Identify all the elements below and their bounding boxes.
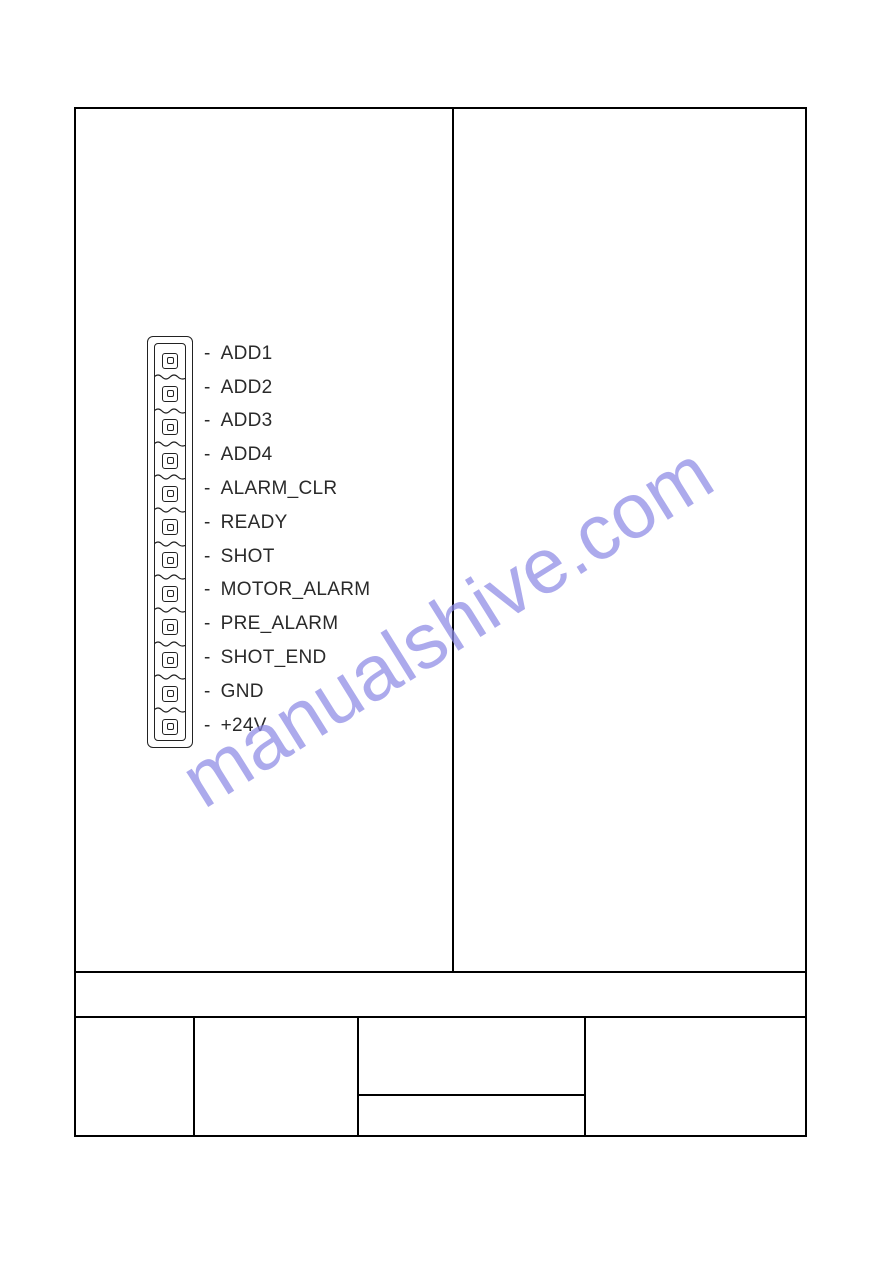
horizontal-divider-1 [74, 971, 807, 973]
terminal-position [155, 510, 185, 543]
pin-label-dash: - [204, 512, 211, 534]
titleblock-hdiv [357, 1094, 586, 1096]
terminal-screw-icon [162, 353, 178, 369]
titleblock-vdiv-3 [584, 1016, 586, 1137]
terminal-position [155, 710, 185, 741]
pin-label: -+24V [204, 709, 370, 743]
terminal-screw-inner-icon [167, 524, 174, 531]
pin-label-dash: - [204, 444, 211, 466]
pin-label: -ALARM_CLR [204, 472, 370, 506]
terminal-screw-inner-icon [167, 357, 174, 364]
terminal-position [155, 344, 185, 377]
pin-label-dash: - [204, 478, 211, 500]
terminal-position [155, 477, 185, 510]
terminal-screw-icon [162, 419, 178, 435]
pin-label: -GND [204, 675, 370, 709]
pin-label-dash: - [204, 343, 211, 365]
pin-label-dash: - [204, 410, 211, 432]
terminal-screw-inner-icon [167, 390, 174, 397]
terminal-position [155, 610, 185, 643]
pin-label-text: ADD4 [221, 444, 273, 466]
terminal-screw-inner-icon [167, 723, 174, 730]
pin-label: -READY [204, 506, 370, 540]
terminal-position [155, 444, 185, 477]
pin-label: -SHOT [204, 540, 370, 574]
terminal-position [155, 411, 185, 444]
pin-label-dash: - [204, 647, 211, 669]
pin-label-text: GND [221, 681, 264, 703]
terminal-screw-icon [162, 619, 178, 635]
vertical-divider [452, 107, 454, 971]
pin-label-dash: - [204, 681, 211, 703]
terminal-screw-icon [162, 486, 178, 502]
pin-label-text: SHOT [221, 546, 275, 568]
terminal-position [155, 644, 185, 677]
pin-label-dash: - [204, 377, 211, 399]
terminal-screw-inner-icon [167, 490, 174, 497]
pin-label-column: -ADD1-ADD2-ADD3-ADD4-ALARM_CLR-READY-SHO… [204, 337, 370, 743]
pin-label-text: ADD2 [221, 377, 273, 399]
pin-label: -ADD3 [204, 405, 370, 439]
pin-label: -ADD2 [204, 371, 370, 405]
terminal-screw-icon [162, 686, 178, 702]
terminal-position [155, 577, 185, 610]
pin-label-text: +24V [221, 715, 267, 737]
terminal-screw-icon [162, 453, 178, 469]
terminal-screw-icon [162, 652, 178, 668]
pin-label: -MOTOR_ALARM [204, 574, 370, 608]
terminal-screw-icon [162, 386, 178, 402]
terminal-block-inner [154, 343, 186, 741]
pin-label-text: READY [221, 512, 288, 534]
terminal-screw-icon [162, 552, 178, 568]
terminal-screw-inner-icon [167, 657, 174, 664]
terminal-screw-inner-icon [167, 457, 174, 464]
terminal-screw-icon [162, 519, 178, 535]
pin-label-dash: - [204, 546, 211, 568]
pin-label-dash: - [204, 715, 211, 737]
pin-label: -SHOT_END [204, 641, 370, 675]
terminal-screw-inner-icon [167, 624, 174, 631]
terminal-block [147, 336, 193, 748]
terminal-screw-inner-icon [167, 424, 174, 431]
pin-label: -ADD1 [204, 337, 370, 371]
terminal-screw-inner-icon [167, 557, 174, 564]
terminal-screw-inner-icon [167, 690, 174, 697]
titleblock-vdiv-2 [357, 1016, 359, 1137]
pin-label-dash: - [204, 579, 211, 601]
pin-label-text: ADD1 [221, 343, 273, 365]
terminal-position [155, 377, 185, 410]
pin-label-text: MOTOR_ALARM [221, 579, 371, 601]
pin-label-text: PRE_ALARM [221, 613, 339, 635]
pin-label-text: ALARM_CLR [221, 478, 338, 500]
terminal-screw-icon [162, 719, 178, 735]
horizontal-divider-2 [74, 1016, 807, 1018]
pin-label-dash: - [204, 613, 211, 635]
terminal-screw-icon [162, 586, 178, 602]
pin-label-text: SHOT_END [221, 647, 327, 669]
titleblock-vdiv-1 [193, 1016, 195, 1137]
terminal-position [155, 677, 185, 710]
pin-label: -ADD4 [204, 438, 370, 472]
terminal-screw-inner-icon [167, 590, 174, 597]
pin-label-text: ADD3 [221, 410, 273, 432]
terminal-position [155, 544, 185, 577]
pin-label: -PRE_ALARM [204, 607, 370, 641]
